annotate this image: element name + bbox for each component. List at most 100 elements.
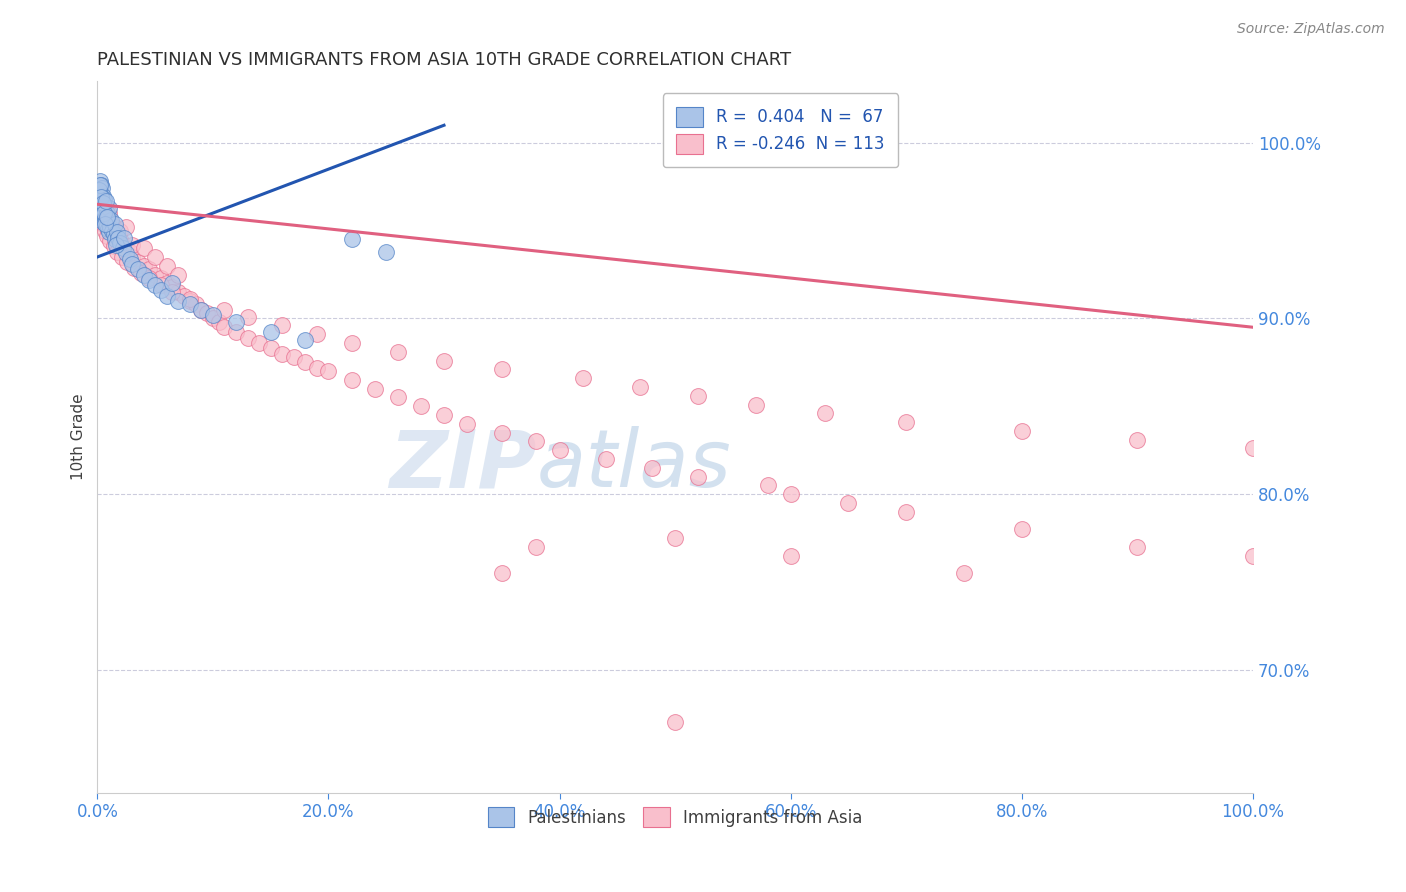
Point	[107, 230, 129, 244]
Point	[91, 206, 114, 220]
Point	[143, 250, 166, 264]
Point	[117, 255, 139, 269]
Point	[94, 211, 117, 226]
Point	[375, 244, 398, 259]
Point	[167, 268, 190, 282]
Point	[110, 250, 132, 264]
Point	[104, 220, 127, 235]
Point	[814, 406, 837, 420]
Point	[491, 425, 513, 440]
Point	[173, 288, 195, 302]
Point	[115, 241, 138, 255]
Point	[91, 202, 114, 217]
Point	[101, 224, 124, 238]
Point	[94, 208, 117, 222]
Point	[89, 210, 111, 224]
Point	[1241, 549, 1264, 563]
Point	[89, 197, 111, 211]
Point	[96, 206, 118, 220]
Point	[149, 284, 172, 298]
Point	[96, 206, 118, 220]
Point	[97, 222, 120, 236]
Point	[433, 408, 456, 422]
Point	[91, 215, 114, 229]
Point	[162, 280, 184, 294]
Point	[548, 443, 571, 458]
Point	[97, 215, 120, 229]
Point	[94, 199, 117, 213]
Point	[138, 271, 160, 285]
Legend: Palestinians, Immigrants from Asia: Palestinians, Immigrants from Asia	[481, 800, 869, 834]
Point	[526, 434, 548, 449]
Point	[179, 293, 201, 308]
Point	[100, 219, 122, 233]
Point	[201, 308, 224, 322]
Point	[98, 213, 121, 227]
Point	[94, 215, 117, 229]
Point	[111, 241, 134, 255]
Point	[409, 399, 432, 413]
Point	[595, 452, 617, 467]
Point	[98, 220, 121, 235]
Point	[664, 531, 686, 545]
Point	[138, 262, 160, 277]
Point	[132, 259, 155, 273]
Point	[340, 336, 363, 351]
Text: PALESTINIAN VS IMMIGRANTS FROM ASIA 10TH GRADE CORRELATION CHART: PALESTINIAN VS IMMIGRANTS FROM ASIA 10TH…	[97, 51, 792, 69]
Point	[94, 224, 117, 238]
Point	[103, 227, 125, 241]
Point	[837, 496, 859, 510]
Point	[225, 326, 247, 340]
Point	[260, 326, 283, 340]
Point	[93, 208, 115, 222]
Point	[779, 549, 801, 563]
Point	[305, 327, 328, 342]
Point	[283, 350, 305, 364]
Point	[98, 234, 121, 248]
Point	[90, 190, 112, 204]
Point	[236, 310, 259, 324]
Point	[271, 318, 294, 333]
Point	[105, 226, 128, 240]
Point	[1241, 442, 1264, 456]
Point	[91, 181, 114, 195]
Point	[96, 210, 118, 224]
Point	[340, 373, 363, 387]
Point	[105, 230, 128, 244]
Point	[101, 224, 124, 238]
Point	[433, 353, 456, 368]
Point	[96, 219, 118, 233]
Point	[115, 220, 138, 235]
Point	[90, 202, 112, 217]
Point	[225, 315, 247, 329]
Point	[104, 232, 127, 246]
Point	[688, 469, 710, 483]
Point	[129, 266, 152, 280]
Point	[201, 311, 224, 326]
Point	[115, 246, 138, 260]
Point	[111, 237, 134, 252]
Point	[1011, 424, 1033, 438]
Point	[340, 232, 363, 246]
Text: Source: ZipAtlas.com: Source: ZipAtlas.com	[1237, 22, 1385, 37]
Point	[121, 257, 143, 271]
Point	[91, 217, 114, 231]
Point	[184, 297, 207, 311]
Point	[91, 201, 114, 215]
Point	[93, 192, 115, 206]
Point	[87, 183, 110, 197]
Point	[90, 186, 112, 201]
Point	[214, 320, 236, 334]
Point	[208, 315, 231, 329]
Point	[156, 259, 179, 273]
Point	[456, 417, 478, 431]
Point	[97, 219, 120, 233]
Point	[118, 244, 141, 259]
Point	[103, 239, 125, 253]
Point	[96, 228, 118, 243]
Point	[138, 273, 160, 287]
Point	[1011, 522, 1033, 536]
Point	[143, 278, 166, 293]
Point	[491, 362, 513, 376]
Point	[91, 215, 114, 229]
